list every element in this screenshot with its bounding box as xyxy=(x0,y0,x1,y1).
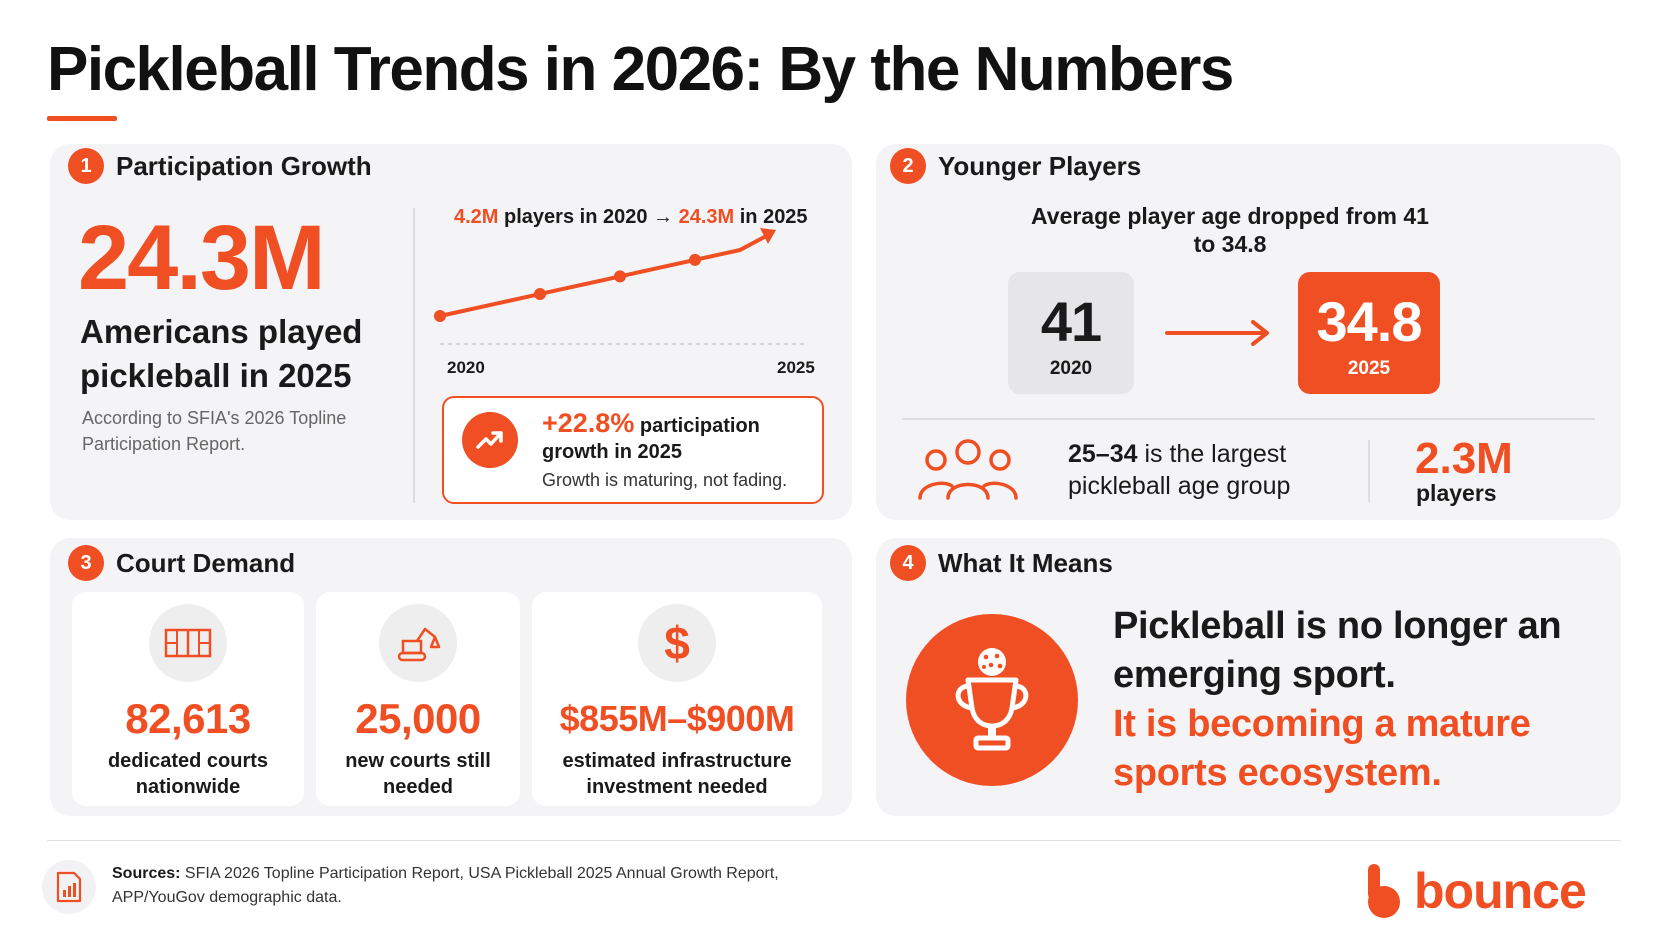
chart-point xyxy=(434,310,446,322)
page-title: Pickleball Trends in 2026: By the Number… xyxy=(47,35,1234,104)
brand-name: bounce xyxy=(1414,863,1587,919)
section-title: What It Means xyxy=(938,547,1113,578)
largest-age-group: 25–34 is the largest pickleball age grou… xyxy=(1068,438,1338,502)
growth-arrowhead-icon xyxy=(760,228,776,244)
brand-mark-icon xyxy=(1368,864,1400,918)
age-2020-year: 2020 xyxy=(1049,358,1093,379)
footer-divider xyxy=(47,840,1621,841)
players-count: 2.3M xyxy=(1415,434,1513,483)
growth-series-line xyxy=(438,232,772,318)
investment-value: $855M–$900M xyxy=(559,698,795,739)
chart-point xyxy=(689,253,701,266)
age-2025-value: 34.8 xyxy=(1316,290,1423,353)
age-group-text: is the largest pickleball age group xyxy=(1068,440,1291,500)
age-2020-box: 41 2020 xyxy=(1008,272,1134,394)
new-courts-card: 25,000 new courts still needed xyxy=(316,592,520,806)
dollar-icon: $ xyxy=(638,604,716,682)
sources-label: Sources: xyxy=(112,865,181,882)
age-2025-year: 2025 xyxy=(1347,358,1391,379)
age-2025-box: 34.8 2025 xyxy=(1298,272,1440,394)
new-courts-value: 25,000 xyxy=(355,695,481,742)
participation-header: 1 Participation Growth xyxy=(68,148,372,184)
what-it-means-header: 4 What It Means xyxy=(890,545,1113,581)
chart-start-value: 4.2M xyxy=(454,206,499,228)
section-number-badge: 3 xyxy=(68,545,104,581)
growth-callout: +22.8% participation growth in 2025 Grow… xyxy=(442,396,824,504)
report-icon xyxy=(42,860,96,914)
growth-stat: +22.8% participation growth in 2025 xyxy=(542,410,812,465)
key-statement: Pickleball is no longer an emerging spor… xyxy=(1113,602,1603,798)
age-2020-value: 41 xyxy=(1040,290,1102,353)
investment-card: $ $855M–$900M estimated infrastructure i… xyxy=(532,592,822,806)
arrow-right-icon xyxy=(1165,320,1269,346)
chart-end-value: 24.3M xyxy=(678,206,735,228)
trend-up-icon xyxy=(462,412,518,468)
age-group-range: 25–34 xyxy=(1068,440,1138,468)
statement-primary: Pickleball is no longer an emerging spor… xyxy=(1113,605,1562,696)
divider xyxy=(413,208,415,503)
new-courts-label: new courts still needed xyxy=(345,750,491,798)
chart-header: 4.2M players in 2020 → 24.3M in 2025 xyxy=(454,206,808,229)
x-tick-start: 2020 xyxy=(447,358,485,377)
x-tick-end: 2025 xyxy=(777,358,815,377)
chart-end-text: in 2025 xyxy=(739,206,808,228)
court-icon xyxy=(149,604,227,682)
growth-percent: +22.8% xyxy=(542,408,635,438)
chart-point xyxy=(614,270,626,283)
courts-card: 82,613 dedicated courts nationwide xyxy=(72,592,304,806)
growth-text: participation growth in 2025 xyxy=(542,415,760,463)
section-title: Court Demand xyxy=(116,547,296,578)
age-caption: Average player age dropped from 41 to 34… xyxy=(1031,203,1429,257)
statement-accent: It is becoming a mature sports ecosystem… xyxy=(1113,703,1531,794)
sources-note: Sources: SFIA 2026 Topline Participation… xyxy=(112,862,852,910)
players-label: players xyxy=(1416,480,1497,506)
participants-description: Americans played pickleball in 2025 xyxy=(80,313,363,394)
participants-source-note: According to SFIA's 2026 Topline Partici… xyxy=(82,408,347,454)
investment-label: estimated infrastructure investment need… xyxy=(562,750,792,798)
section-title: Participation Growth xyxy=(116,150,372,181)
section-number-badge: 2 xyxy=(890,148,926,184)
chart-start-text: players in 2020 → xyxy=(504,206,674,228)
trophy-icon xyxy=(906,614,1078,786)
divider xyxy=(902,418,1595,420)
divider xyxy=(1368,440,1370,502)
court-demand-header: 3 Court Demand xyxy=(68,545,295,581)
people-group-icon xyxy=(918,439,1018,500)
title-underline xyxy=(47,116,117,121)
participants-big-number: 24.3M xyxy=(78,207,326,309)
growth-line-chart xyxy=(434,228,806,345)
section-title: Younger Players xyxy=(938,150,1142,181)
section-number-badge: 1 xyxy=(68,148,104,184)
growth-note: Growth is maturing, not fading. xyxy=(542,470,788,490)
courts-label: dedicated courts nationwide xyxy=(107,750,269,798)
section-number-badge: 4 xyxy=(890,545,926,581)
chart-point xyxy=(534,288,546,300)
dollar-glyph: $ xyxy=(664,617,690,669)
younger-header: 2 Younger Players xyxy=(890,148,1141,184)
excavator-icon xyxy=(379,604,457,682)
brand-logo: bounce xyxy=(1366,862,1587,920)
sources-text: SFIA 2026 Topline Participation Report, … xyxy=(112,865,779,906)
courts-value: 82,613 xyxy=(125,695,251,742)
